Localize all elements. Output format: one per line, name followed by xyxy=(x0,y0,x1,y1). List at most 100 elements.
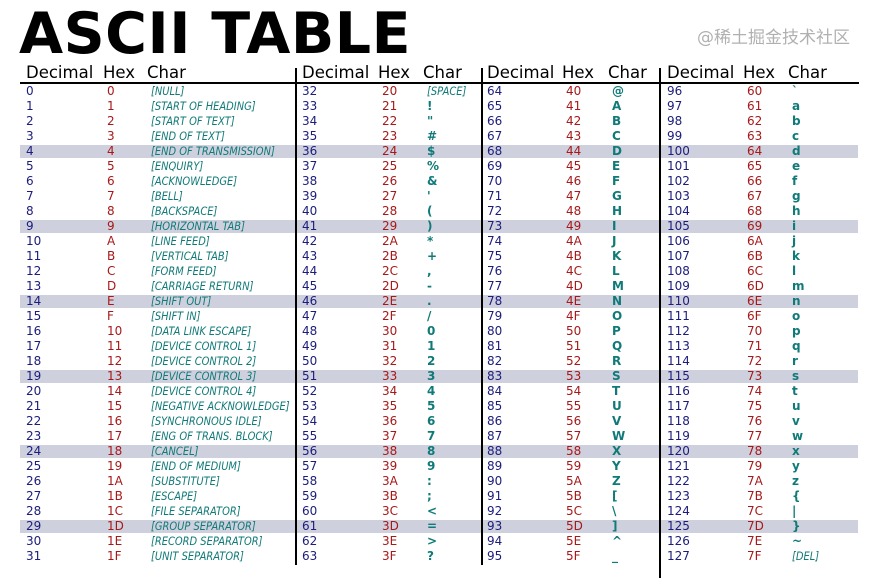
header-char: Char xyxy=(423,63,462,82)
hex-value: 45 xyxy=(566,159,582,173)
decimal-value: 91 xyxy=(487,489,503,503)
decimal-value: 104 xyxy=(667,204,690,218)
char-value: | xyxy=(792,504,797,518)
decimal-value: 97 xyxy=(667,99,683,113)
char-value: [SPACE] xyxy=(427,84,467,98)
hex-value: 2 xyxy=(107,114,115,128)
char-value: , xyxy=(427,264,432,278)
hex-value: 26 xyxy=(382,174,398,188)
char-value: % xyxy=(427,159,440,173)
decimal-value: 100 xyxy=(667,144,690,158)
hex-value: 2B xyxy=(382,249,398,263)
decimal-value: 78 xyxy=(487,294,503,308)
hex-value: 62 xyxy=(747,114,763,128)
decimal-value: 5 xyxy=(26,159,34,173)
hex-value: 7E xyxy=(747,534,763,548)
char-value: [ESCAPE] xyxy=(151,489,198,503)
decimal-value: 59 xyxy=(302,489,318,503)
decimal-value: 28 xyxy=(26,504,42,518)
decimal-value: 98 xyxy=(667,114,683,128)
hex-value: 74 xyxy=(747,384,763,398)
decimal-value: 80 xyxy=(487,324,503,338)
decimal-value: 8 xyxy=(26,204,34,218)
char-value: > xyxy=(427,534,438,548)
char-value: [ACKNOWLEDGE] xyxy=(151,174,238,188)
decimal-value: 46 xyxy=(302,294,318,308)
char-value: O xyxy=(612,309,623,323)
char-value: [LINE FEED] xyxy=(151,234,210,248)
decimal-value: 119 xyxy=(667,429,690,443)
decimal-value: 53 xyxy=(302,399,318,413)
char-value: K xyxy=(612,249,622,263)
decimal-value: 9 xyxy=(26,219,34,233)
char-value: d xyxy=(792,144,801,158)
hex-value: 3A xyxy=(382,474,398,488)
hex-value: 6B xyxy=(747,249,763,263)
char-value: $ xyxy=(427,144,436,158)
decimal-value: 3 xyxy=(26,129,34,143)
char-value: U xyxy=(612,399,622,413)
decimal-value: 111 xyxy=(667,309,690,323)
decimal-value: 0 xyxy=(26,84,34,98)
decimal-value: 70 xyxy=(487,174,503,188)
hex-value: 5F xyxy=(566,549,581,563)
hex-value: 30 xyxy=(382,324,398,338)
char-value: + xyxy=(427,249,438,263)
hex-value: 40 xyxy=(566,84,582,98)
char-value: L xyxy=(612,264,620,278)
decimal-value: 96 xyxy=(667,84,683,98)
hex-value: 18 xyxy=(107,444,123,458)
decimal-value: 71 xyxy=(487,189,503,203)
hex-value: 7C xyxy=(747,504,764,518)
char-value: a xyxy=(792,99,801,113)
decimal-value: 45 xyxy=(302,279,318,293)
char-value: [END OF TRANSMISSION] xyxy=(151,144,275,158)
row-highlight xyxy=(20,370,858,383)
hex-value: 1F xyxy=(107,549,122,563)
char-value: < xyxy=(427,504,438,518)
decimal-value: 126 xyxy=(667,534,690,548)
hex-value: 13 xyxy=(107,369,123,383)
hex-value: 11 xyxy=(107,339,123,353)
hex-value: 58 xyxy=(566,444,582,458)
decimal-value: 11 xyxy=(26,249,42,263)
char-value: f xyxy=(792,174,798,188)
decimal-value: 14 xyxy=(26,294,42,308)
char-value: 5 xyxy=(427,399,436,413)
decimal-value: 13 xyxy=(26,279,42,293)
char-value: ^ xyxy=(612,534,623,548)
decimal-value: 32 xyxy=(302,84,318,98)
char-value: v xyxy=(792,414,800,428)
header-hex: Hex xyxy=(562,63,595,82)
hex-value: 3C xyxy=(382,504,399,518)
hex-value: 1E xyxy=(107,534,123,548)
hex-value: 22 xyxy=(382,114,398,128)
hex-value: 41 xyxy=(566,99,582,113)
char-value: g xyxy=(792,189,801,203)
char-value: [DEVICE CONTROL 2] xyxy=(151,354,257,368)
char-value: [NULL] xyxy=(151,84,185,98)
hex-value: 57 xyxy=(566,429,582,443)
hex-value: 5A xyxy=(566,474,582,488)
decimal-value: 44 xyxy=(302,264,318,278)
decimal-value: 41 xyxy=(302,219,318,233)
decimal-value: 24 xyxy=(26,444,42,458)
decimal-value: 17 xyxy=(26,339,42,353)
decimal-value: 90 xyxy=(487,474,503,488)
decimal-value: 118 xyxy=(667,414,690,428)
decimal-value: 86 xyxy=(487,414,503,428)
decimal-value: 35 xyxy=(302,129,318,143)
hex-value: 19 xyxy=(107,459,123,473)
char-value: [VERTICAL TAB] xyxy=(151,249,229,263)
hex-value: 3 xyxy=(107,129,115,143)
header-hex: Hex xyxy=(378,63,411,82)
hex-value: 75 xyxy=(747,399,763,413)
row-highlight xyxy=(20,445,858,458)
char-value: k xyxy=(792,249,800,263)
char-value: h xyxy=(792,204,801,218)
decimal-value: 37 xyxy=(302,159,318,173)
decimal-value: 92 xyxy=(487,504,503,518)
hex-value: 47 xyxy=(566,189,582,203)
hex-value: 44 xyxy=(566,144,582,158)
header-decimal: Decimal xyxy=(487,63,555,82)
